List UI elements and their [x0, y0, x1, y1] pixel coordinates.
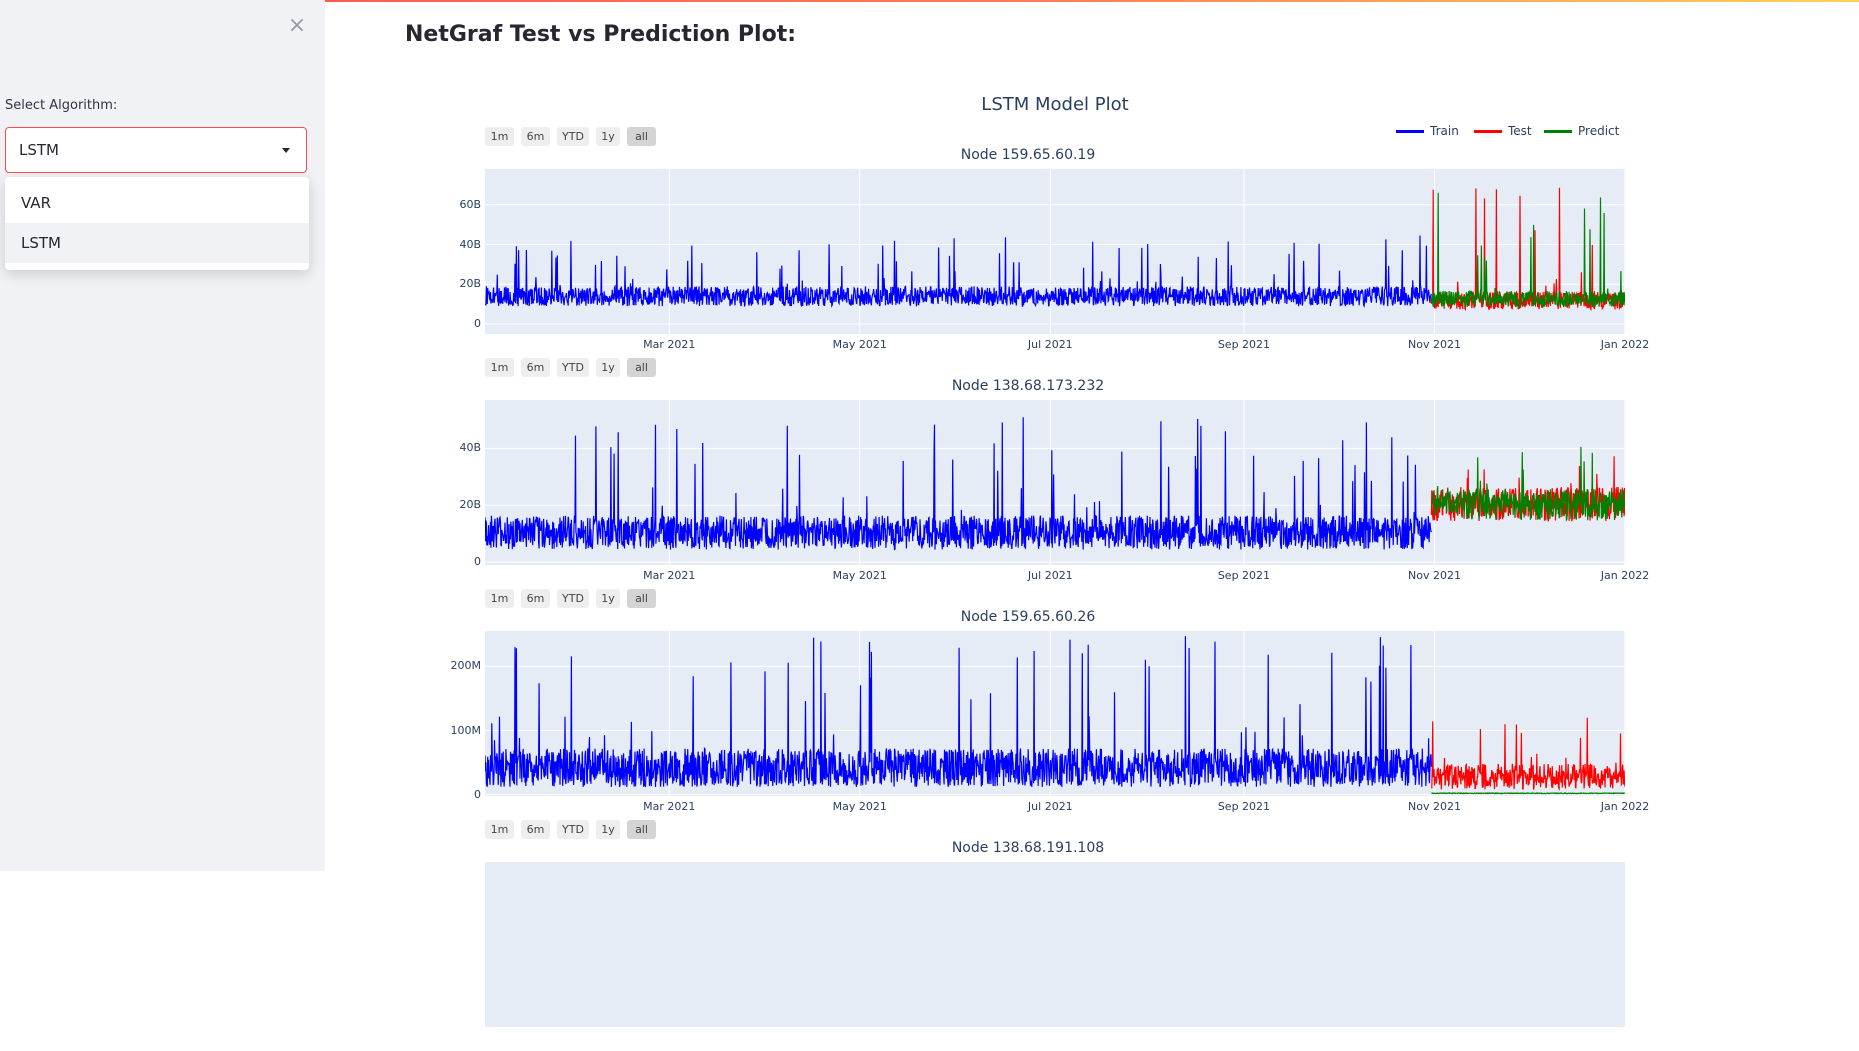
range-button-all[interactable]: all [627, 589, 656, 608]
range-button-1y[interactable]: 1y [596, 589, 620, 608]
algorithm-select-value: LSTM [19, 141, 59, 159]
algorithm-dropdown-menu: VAR LSTM [5, 177, 309, 270]
range-button-ytd[interactable]: YTD [557, 820, 589, 839]
x-tick-label: Mar 2021 [643, 569, 696, 582]
close-sidebar-button[interactable]: × [287, 13, 307, 38]
range-button-6m[interactable]: 6m [521, 127, 550, 146]
sidebar: × Select Algorithm: LSTM VAR LSTM [0, 0, 325, 871]
x-tick-label: Jan 2022 [1600, 338, 1650, 351]
range-button-all[interactable]: all [627, 358, 656, 377]
series-train-line [485, 417, 1432, 551]
legend-predict-swatch [1544, 130, 1572, 133]
option-lstm[interactable]: LSTM [5, 223, 309, 263]
range-button-ytd[interactable]: YTD [557, 589, 589, 608]
y-tick-label: 40B [459, 441, 481, 455]
range-button-ytd[interactable]: YTD [557, 358, 589, 377]
x-tick-label: Jan 2022 [1600, 800, 1650, 813]
range-button-all[interactable]: all [627, 820, 656, 839]
x-tick-label: Sep 2021 [1217, 800, 1271, 813]
plot-svg [485, 400, 1625, 565]
figure-title: LSTM Model Plot [981, 94, 1129, 115]
y-tick-label: 40B [459, 237, 481, 251]
x-tick-label: May 2021 [832, 338, 887, 351]
range-button-ytd[interactable]: YTD [557, 127, 589, 146]
top-decoration-bar [0, 0, 1859, 2]
option-var[interactable]: VAR [21, 194, 51, 212]
subplot: 1m 6m YTD 1y all Node 138.68.191.108 [400, 820, 1660, 1051]
chevron-down-icon [282, 148, 290, 153]
range-button-1m[interactable]: 1m [485, 820, 514, 839]
x-tick-label: May 2021 [832, 569, 887, 582]
series-predict-line [1431, 792, 1625, 795]
y-tick-label: 200M [450, 659, 482, 673]
y-tick-label: 0 [474, 787, 481, 801]
x-tick-label: Nov 2021 [1407, 800, 1461, 813]
x-tick-label: Mar 2021 [643, 338, 696, 351]
subplot-title: Node 159.65.60.26 [960, 609, 1096, 625]
subplot-title: Node 159.65.60.19 [960, 147, 1096, 163]
series-test-line [1430, 187, 1625, 312]
subplot-title: Node 138.68.191.108 [951, 840, 1105, 856]
subplot: 1m 6m YTD 1y all Node 159.65.60.19 0 20B 40B 60B M… [400, 127, 1660, 358]
series-predict-line [1430, 192, 1625, 310]
range-button-6m[interactable]: 6m [521, 358, 550, 377]
legend-train[interactable]: Train [1396, 122, 1459, 140]
x-tick-label: Nov 2021 [1407, 338, 1461, 351]
range-button-6m[interactable]: 6m [521, 820, 550, 839]
y-tick-label: 0 [474, 555, 481, 569]
x-tick-label: May 2021 [832, 800, 887, 813]
y-tick-label: 60B [459, 197, 481, 211]
select-algorithm-label: Select Algorithm: [5, 98, 118, 113]
legend-test-swatch [1474, 130, 1502, 133]
range-button-6m[interactable]: 6m [521, 589, 550, 608]
series-train-line [485, 636, 1432, 788]
x-tick-label: Jul 2021 [1027, 338, 1073, 351]
x-tick-label: Jan 2022 [1600, 569, 1650, 582]
x-tick-label: Sep 2021 [1217, 338, 1271, 351]
range-button-1y[interactable]: 1y [596, 358, 620, 377]
legend-test-label: Test [1508, 124, 1532, 138]
x-tick-label: Mar 2021 [643, 800, 696, 813]
plot-svg [485, 169, 1625, 334]
algorithm-select[interactable]: LSTM [5, 127, 307, 173]
range-button-all[interactable]: all [627, 127, 656, 146]
x-tick-label: Jul 2021 [1027, 569, 1073, 582]
y-tick-label: 100M [450, 723, 482, 737]
y-tick-label: 20B [459, 498, 481, 512]
x-tick-label: Nov 2021 [1407, 569, 1461, 582]
x-tick-label: Jul 2021 [1027, 800, 1073, 813]
range-button-1y[interactable]: 1y [596, 820, 620, 839]
x-tick-label: Sep 2021 [1217, 569, 1271, 582]
page-title: NetGraf Test vs Prediction Plot: [405, 22, 797, 47]
series-test-line [1430, 456, 1625, 522]
legend-predict[interactable]: Predict [1544, 122, 1619, 140]
subplot-title: Node 138.68.173.232 [951, 378, 1105, 394]
range-button-1y[interactable]: 1y [596, 127, 620, 146]
range-button-1m[interactable]: 1m [485, 358, 514, 377]
series-predict-line [1430, 446, 1625, 522]
range-button-1m[interactable]: 1m [485, 589, 514, 608]
legend-test[interactable]: Test [1474, 122, 1532, 140]
y-tick-label: 20B [459, 277, 481, 291]
y-tick-label: 0 [474, 317, 481, 331]
subplot: 1m 6m YTD 1y all Node 159.65.60.26 0 100M 200M Ma… [400, 589, 1660, 820]
plot-area[interactable] [485, 862, 1625, 1027]
range-button-1m[interactable]: 1m [485, 127, 514, 146]
legend-train-label: Train [1430, 124, 1459, 138]
legend-predict-label: Predict [1578, 124, 1620, 138]
plot-svg [485, 631, 1625, 796]
subplot: 1m 6m YTD 1y all Node 138.68.173.232 0 20B 40B Ma… [400, 358, 1660, 589]
series-train-line [485, 235, 1432, 308]
series-test-line [1430, 717, 1625, 792]
legend-train-swatch [1396, 130, 1424, 133]
